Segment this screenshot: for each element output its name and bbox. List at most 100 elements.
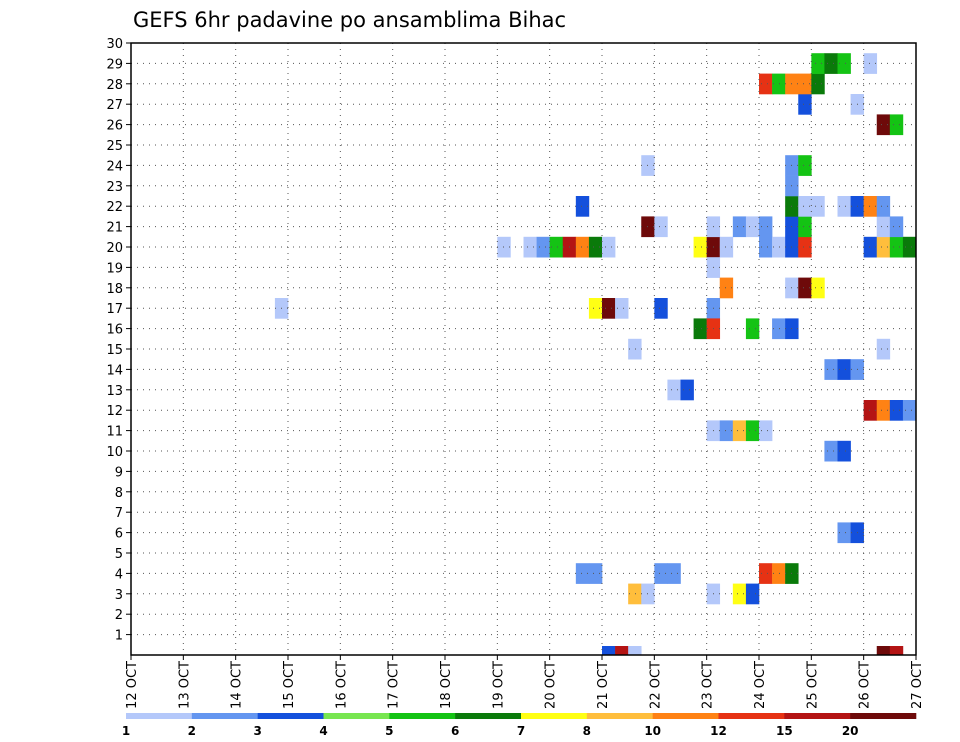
heatmap-cell: [575, 563, 590, 584]
x-tick-label: 15 OCT: [282, 661, 297, 709]
heatmap-cell: [772, 236, 786, 258]
heatmap-cell: [745, 583, 760, 605]
heatmap-cell: [811, 196, 825, 217]
colorbar-swatch: [521, 713, 588, 719]
heatmap-cell: [863, 53, 878, 74]
heatmap-cell: [693, 236, 707, 258]
heatmap-cell: [863, 236, 878, 258]
heatmap-cell: [575, 196, 590, 217]
y-tick-label: 27: [106, 98, 123, 113]
y-tick-label: 17: [106, 302, 123, 317]
y-tick-label: 14: [106, 363, 123, 378]
y-tick-label: 22: [106, 200, 123, 215]
heatmap-cell: [615, 298, 629, 319]
colorbar-label: 7: [517, 724, 525, 738]
heatmap-cell: [798, 196, 812, 217]
chart-title: GEFS 6hr padavine po ansamblima Bihac: [133, 8, 566, 32]
heatmap-cell: [628, 646, 642, 656]
x-tick-label: 19 OCT: [491, 661, 506, 709]
y-tick-label: 30: [106, 37, 123, 52]
y-tick-label: 24: [106, 159, 123, 174]
colorbar-label: 3: [253, 724, 261, 738]
heatmap-cell: [549, 236, 564, 258]
heatmap-cell: [889, 216, 904, 238]
x-tick-label: 17 OCT: [387, 661, 402, 709]
y-tick-label: 20: [106, 241, 123, 256]
y-tick-label: 18: [106, 282, 123, 297]
heatmap-cell: [798, 216, 812, 238]
heatmap-cell: [811, 53, 825, 74]
heatmap-cell: [876, 338, 891, 360]
heatmap-cell: [745, 420, 760, 442]
y-tick-label: 6: [115, 527, 123, 542]
y-tick-label: 5: [115, 547, 123, 562]
heatmap-cell: [759, 73, 773, 95]
heatmap-cell: [811, 73, 825, 95]
heatmap-cell: [837, 196, 851, 217]
colorbar-label: 15: [776, 724, 793, 738]
colorbar-swatch: [784, 713, 851, 719]
heatmap-cell: [772, 318, 786, 340]
x-tick-label: 12 OCT: [125, 661, 140, 709]
heatmap-cell: [719, 236, 734, 258]
heatmap-cell: [876, 114, 891, 136]
heatmap-cell: [588, 236, 603, 258]
heatmap-cell: [654, 563, 668, 584]
colorbar-label: 12: [710, 724, 727, 738]
heatmap-cell: [759, 216, 773, 238]
x-tick-label: 14 OCT: [230, 661, 245, 709]
x-tick-label: 22 OCT: [648, 661, 663, 709]
heatmap-cell: [588, 298, 603, 319]
heatmap-cell: [745, 216, 760, 238]
y-axis-ticks: 1234567891011121314151617181920212223242…: [106, 37, 131, 644]
y-tick-label: 2: [115, 608, 123, 623]
heatmap-cell: [536, 236, 550, 258]
colorbar-label: 20: [842, 724, 859, 738]
colorbar-label: 5: [385, 724, 393, 738]
heatmap-cell: [588, 563, 603, 584]
colorbar: 1 2 3 4 5 6 7 8 10 12 15 20: [122, 713, 917, 738]
heatmap-cell: [719, 277, 734, 299]
heatmap-cell: [798, 73, 812, 95]
colorbar-label: 1: [122, 724, 130, 738]
y-tick-label: 3: [115, 588, 123, 603]
y-tick-label: 4: [115, 567, 123, 582]
heatmap-cell: [772, 563, 786, 584]
heatmap-cell: [876, 236, 891, 258]
heatmap-cell: [837, 359, 851, 380]
heatmap-cell: [889, 400, 904, 421]
heatmap-cells: [274, 53, 917, 656]
heatmap-cell: [745, 318, 760, 340]
x-tick-label: 21 OCT: [596, 661, 611, 709]
heatmap-cell: [863, 400, 878, 421]
heatmap-cell: [889, 646, 904, 656]
colorbar-label: 4: [319, 724, 327, 738]
heatmap-cell: [732, 420, 747, 442]
heatmap-cell: [667, 379, 681, 401]
y-tick-label: 9: [115, 465, 123, 480]
heatmap-cell: [837, 440, 851, 462]
y-tick-label: 25: [106, 139, 123, 154]
colorbar-label: 2: [188, 724, 196, 738]
x-tick-label: 26 OCT: [858, 661, 873, 709]
heatmap-cell: [667, 563, 681, 584]
heatmap-cell: [876, 646, 891, 656]
y-tick-label: 12: [106, 404, 123, 419]
heatmap-cell: [602, 646, 616, 656]
heatmap-cell: [811, 277, 825, 299]
heatmap-cell: [798, 277, 812, 299]
heatmap-cell: [693, 318, 707, 340]
heatmap-cell: [824, 359, 838, 380]
x-tick-label: 16 OCT: [334, 661, 349, 709]
heatmap-cell: [876, 216, 891, 238]
y-tick-label: 19: [106, 261, 123, 276]
x-tick-label: 13 OCT: [177, 661, 192, 709]
heatmap-cell: [798, 236, 812, 258]
colorbar-label: 8: [583, 724, 591, 738]
heatmap-cell: [824, 440, 838, 462]
colorbar-swatch: [323, 713, 390, 719]
y-tick-label: 15: [106, 343, 123, 358]
heatmap-cell: [863, 196, 878, 217]
heatmap-cell: [759, 420, 773, 442]
y-tick-label: 16: [106, 323, 123, 338]
